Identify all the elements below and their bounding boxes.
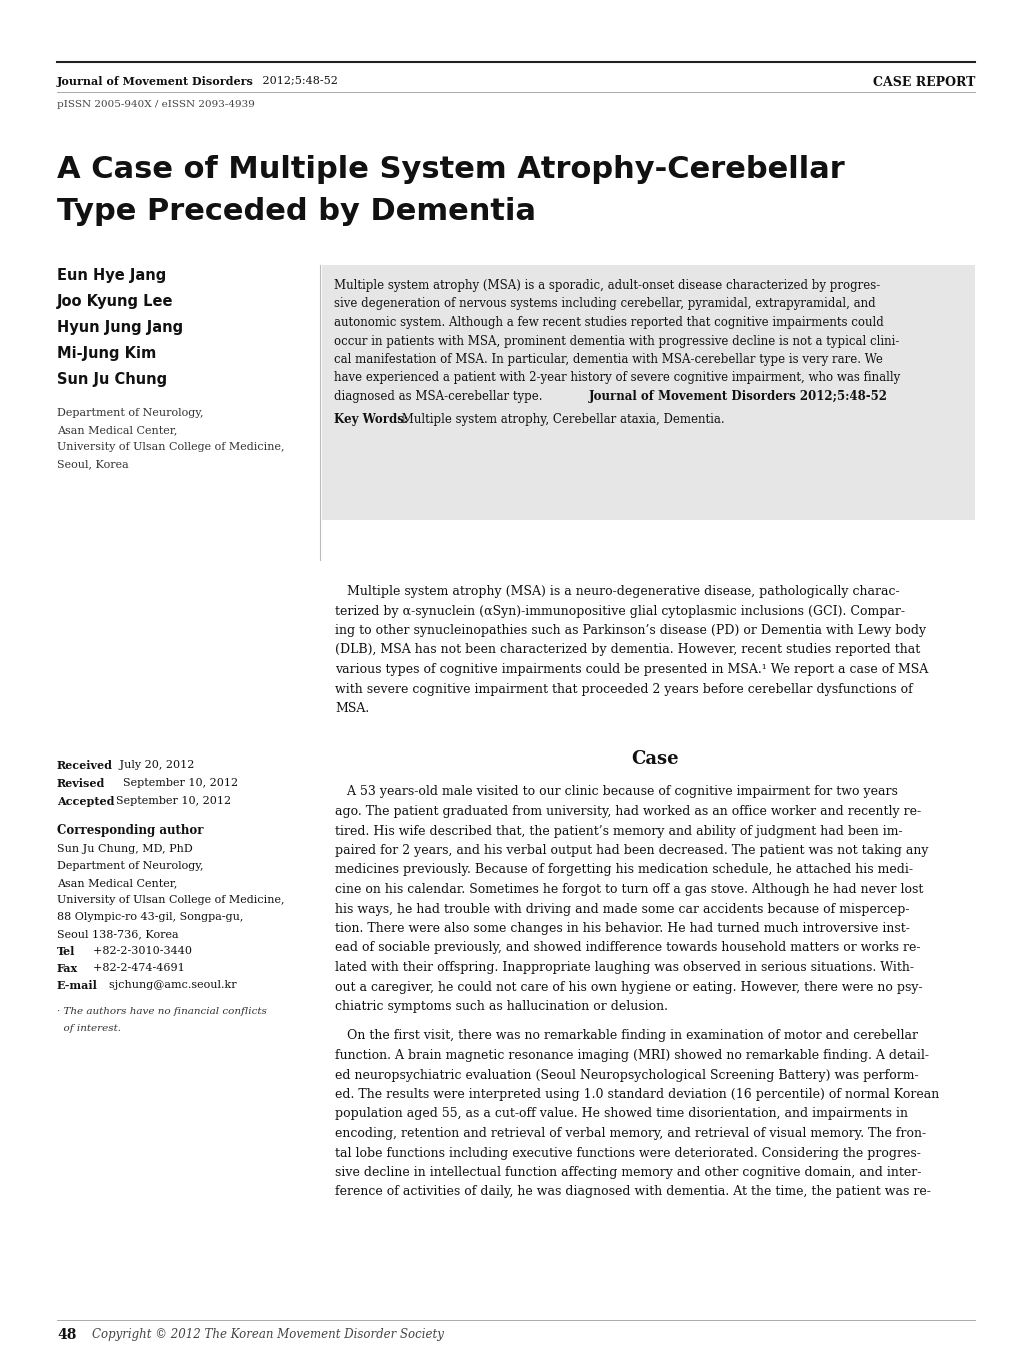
Text: Journal of Movement Disorders: Journal of Movement Disorders	[57, 76, 254, 87]
Text: encoding, retention and retrieval of verbal memory, and retrieval of visual memo: encoding, retention and retrieval of ver…	[334, 1127, 925, 1140]
Text: Department of Neurology,: Department of Neurology,	[57, 862, 204, 871]
Text: ed neuropsychiatric evaluation (Seoul Neuropsychological Screening Battery) was : ed neuropsychiatric evaluation (Seoul Ne…	[334, 1068, 918, 1082]
Text: ago. The patient graduated from university, had worked as an office worker and r: ago. The patient graduated from universi…	[334, 805, 920, 818]
Text: paired for 2 years, and his verbal output had been decreased. The patient was no: paired for 2 years, and his verbal outpu…	[334, 844, 927, 858]
Text: his ways, he had trouble with driving and made some car accidents because of mis: his ways, he had trouble with driving an…	[334, 902, 909, 916]
Text: E-mail: E-mail	[57, 980, 98, 991]
Text: Journal of Movement Disorders 2012;5:48-52: Journal of Movement Disorders 2012;5:48-…	[588, 390, 888, 404]
Text: Fax: Fax	[57, 964, 78, 974]
Text: Seoul, Korea: Seoul, Korea	[57, 459, 128, 469]
Text: of interest.: of interest.	[57, 1023, 121, 1033]
Text: diagnosed as MSA-cerebellar type.: diagnosed as MSA-cerebellar type.	[333, 390, 542, 404]
Text: ed. The results were interpreted using 1.0 standard deviation (16 percentile) of: ed. The results were interpreted using 1…	[334, 1089, 938, 1101]
Text: with severe cognitive impairment that proceeded 2 years before cerebellar dysfun: with severe cognitive impairment that pr…	[334, 682, 912, 696]
Text: tal lobe functions including executive functions were deteriorated. Considering : tal lobe functions including executive f…	[334, 1147, 920, 1159]
Text: Type Preceded by Dementia: Type Preceded by Dementia	[57, 197, 535, 226]
Text: Revised: Revised	[57, 777, 105, 790]
Text: medicines previously. Because of forgetting his medication schedule, he attached: medicines previously. Because of forgett…	[334, 863, 912, 877]
Text: tired. His wife described that, the patient’s memory and ability of judgment had: tired. His wife described that, the pati…	[334, 825, 902, 837]
Text: 88 Olympic-ro 43-gil, Songpa-gu,: 88 Olympic-ro 43-gil, Songpa-gu,	[57, 912, 244, 921]
Text: sjchung@amc.seoul.kr: sjchung@amc.seoul.kr	[95, 980, 236, 989]
Text: autonomic system. Although a few recent studies reported that cognitive impairme: autonomic system. Although a few recent …	[333, 317, 882, 329]
Bar	[322, 265, 974, 520]
Text: ead of sociable previously, and showed indifference towards household matters or: ead of sociable previously, and showed i…	[334, 942, 919, 954]
Text: function. A brain magnetic resonance imaging (MRI) showed no remarkable finding.: function. A brain magnetic resonance ima…	[334, 1049, 928, 1061]
Text: cal manifestation of MSA. In particular, dementia with MSA-cerebellar type is ve: cal manifestation of MSA. In particular,…	[333, 353, 882, 366]
Text: Multiple system atrophy (MSA) is a sporadic, adult-onset disease characterized b: Multiple system atrophy (MSA) is a spora…	[333, 279, 879, 292]
Text: · The authors have no financial conflicts: · The authors have no financial conflict…	[57, 1007, 267, 1017]
Text: University of Ulsan College of Medicine,: University of Ulsan College of Medicine,	[57, 442, 284, 453]
Text: +82-2-474-4691: +82-2-474-4691	[78, 964, 184, 973]
Text: pISSN 2005-940X / eISSN 2093-4939: pISSN 2005-940X / eISSN 2093-4939	[57, 101, 255, 109]
Text: Seoul 138-736, Korea: Seoul 138-736, Korea	[57, 930, 178, 939]
Text: occur in patients with MSA, prominent dementia with progressive decline is not a: occur in patients with MSA, prominent de…	[333, 334, 899, 348]
Text: lated with their offspring. Inappropriate laughing was observed in serious situa: lated with their offspring. Inappropriat…	[334, 961, 913, 974]
Text: Copyright © 2012 The Korean Movement Disorder Society: Copyright © 2012 The Korean Movement Dis…	[92, 1328, 443, 1341]
Text: Eun Hye Jang: Eun Hye Jang	[57, 268, 166, 283]
Text: Sun Ju Chung: Sun Ju Chung	[57, 372, 167, 387]
Text: Asan Medical Center,: Asan Medical Center,	[57, 425, 177, 435]
Text: Tel: Tel	[57, 946, 75, 957]
Text: Multiple system atrophy (MSA) is a neuro-degenerative disease, pathologically ch: Multiple system atrophy (MSA) is a neuro…	[334, 584, 899, 598]
Text: September 10, 2012: September 10, 2012	[109, 796, 231, 806]
Text: Case: Case	[631, 750, 679, 768]
Text: Mi-Jung Kim: Mi-Jung Kim	[57, 347, 156, 361]
Text: Key Words:: Key Words:	[333, 413, 408, 425]
Text: MSA.: MSA.	[334, 703, 369, 715]
Text: July 20, 2012: July 20, 2012	[109, 760, 195, 771]
Text: Received: Received	[57, 760, 113, 771]
Text: sive degeneration of nervous systems including cerebellar, pyramidal, extrapyram: sive degeneration of nervous systems inc…	[333, 298, 874, 310]
Text: +82-2-3010-3440: +82-2-3010-3440	[78, 946, 192, 955]
Text: 48: 48	[57, 1328, 76, 1341]
Text: University of Ulsan College of Medicine,: University of Ulsan College of Medicine,	[57, 896, 284, 905]
Text: Hyun Jung Jang: Hyun Jung Jang	[57, 319, 183, 336]
Text: Department of Neurology,: Department of Neurology,	[57, 408, 204, 419]
Text: have experienced a patient with 2-year history of severe cognitive impairment, w: have experienced a patient with 2-year h…	[333, 371, 900, 385]
Text: Sun Ju Chung, MD, PhD: Sun Ju Chung, MD, PhD	[57, 844, 193, 853]
Text: population aged 55, as a cut-off value. He showed time disorientation, and impai: population aged 55, as a cut-off value. …	[334, 1108, 907, 1121]
Text: sive decline in intellectual function affecting memory and other cognitive domai: sive decline in intellectual function af…	[334, 1166, 920, 1180]
Text: out a caregiver, he could not care of his own hygiene or eating. However, there : out a caregiver, he could not care of hi…	[334, 980, 922, 993]
Text: chiatric symptoms such as hallucination or delusion.: chiatric symptoms such as hallucination …	[334, 1000, 667, 1012]
Text: ference of activities of daily, he was diagnosed with dementia. At the time, the: ference of activities of daily, he was d…	[334, 1185, 930, 1199]
Text: A Case of Multiple System Atrophy-Cerebellar: A Case of Multiple System Atrophy-Cerebe…	[57, 155, 844, 183]
Text: terized by α-synuclein (αSyn)-immunopositive glial cytoplasmic inclusions (GCI).: terized by α-synuclein (αSyn)-immunoposi…	[334, 605, 904, 617]
Text: 2012;5:48-52: 2012;5:48-52	[259, 76, 337, 86]
Text: On the first visit, there was no remarkable finding in examination of motor and : On the first visit, there was no remarka…	[334, 1030, 917, 1042]
Text: CASE REPORT: CASE REPORT	[872, 76, 974, 88]
Text: Corresponding author: Corresponding author	[57, 824, 204, 837]
Text: ing to other synucleinopathies such as Parkinson’s disease (PD) or Dementia with: ing to other synucleinopathies such as P…	[334, 624, 925, 637]
Text: Asan Medical Center,: Asan Medical Center,	[57, 878, 177, 887]
Text: cine on his calendar. Sometimes he forgot to turn off a gas stove. Although he h: cine on his calendar. Sometimes he forgo…	[334, 883, 922, 896]
Text: tion. There were also some changes in his behavior. He had turned much introvers: tion. There were also some changes in hi…	[334, 921, 909, 935]
Text: Accepted: Accepted	[57, 796, 114, 807]
Text: Multiple system atrophy, Cerebellar ataxia, Dementia.: Multiple system atrophy, Cerebellar atax…	[397, 413, 723, 425]
Text: A 53 years-old male visited to our clinic because of cognitive impairment for tw: A 53 years-old male visited to our clini…	[334, 786, 897, 799]
Text: various types of cognitive impairments could be presented in MSA.¹ We report a c: various types of cognitive impairments c…	[334, 663, 927, 675]
Text: (DLB), MSA has not been characterized by dementia. However, recent studies repor: (DLB), MSA has not been characterized by…	[334, 644, 919, 656]
Text: September 10, 2012: September 10, 2012	[109, 777, 237, 788]
Text: Joo Kyung Lee: Joo Kyung Lee	[57, 294, 173, 308]
